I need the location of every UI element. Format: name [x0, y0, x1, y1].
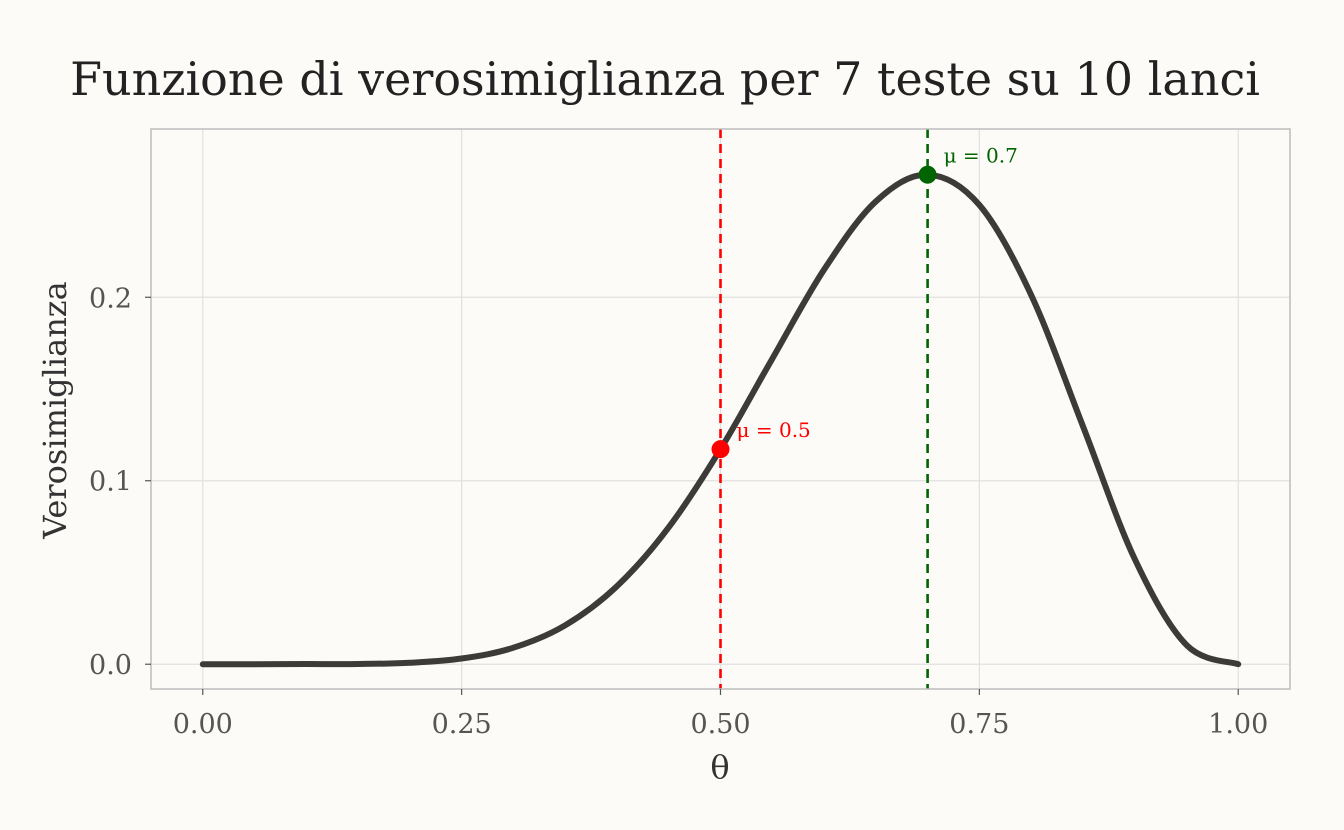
likelihood-curve — [199, 171, 1242, 668]
annotation-point — [711, 440, 730, 459]
annotation-label: μ = 0.7 — [944, 144, 1018, 168]
annotation-point — [918, 165, 937, 184]
x-axis-ticks: 0.00 0.25 0.50 0.75 1.00 — [173, 689, 1268, 740]
x-tick-label: 0.50 — [690, 709, 750, 740]
y-axis-title: Verosimiglianza — [36, 281, 74, 539]
y-tick-label: 0.1 — [89, 467, 132, 498]
x-tick-label: 0.75 — [949, 709, 1009, 740]
x-axis-title: θ — [710, 748, 729, 786]
reference-lines — [719, 129, 929, 689]
x-tick-label: 0.25 — [432, 709, 492, 740]
x-tick-label: 1.00 — [1208, 709, 1268, 740]
y-tick-label: 0.2 — [89, 283, 132, 314]
annotation-points: μ = 0.5 μ = 0.7 — [711, 144, 1018, 459]
chart-title: Funzione di verosimiglianza per 7 teste … — [70, 52, 1260, 106]
y-tick-label: 0.0 — [89, 650, 132, 681]
y-axis-ticks: 0.0 0.1 0.2 — [89, 283, 151, 681]
x-tick-label: 0.00 — [173, 709, 233, 740]
annotation-label: μ = 0.5 — [737, 418, 811, 442]
